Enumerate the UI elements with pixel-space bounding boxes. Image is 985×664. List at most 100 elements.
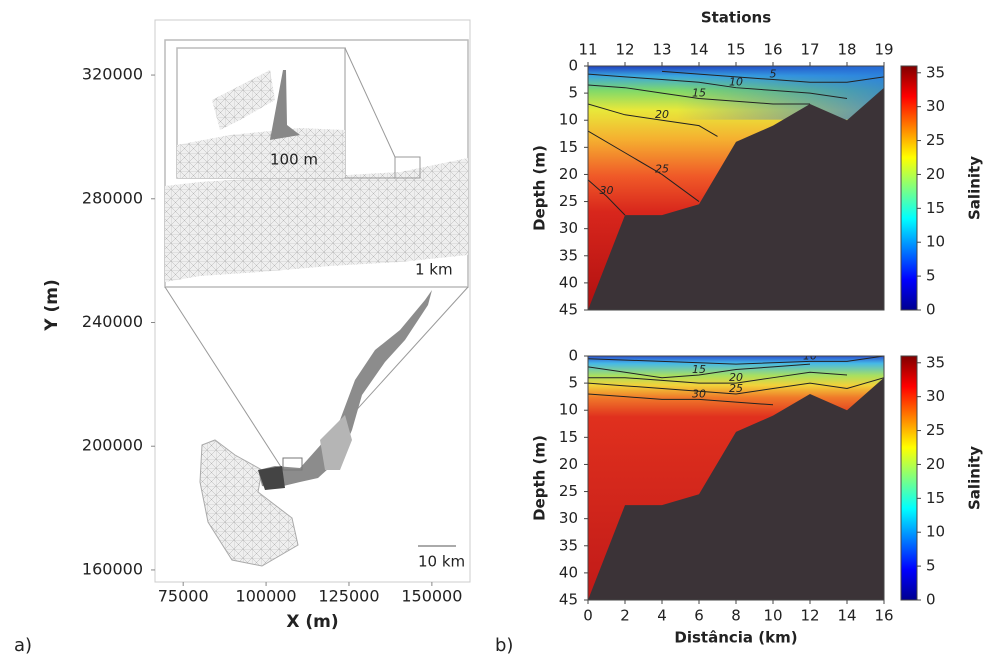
contour-line — [588, 103, 718, 137]
bathymetry — [588, 377, 884, 600]
contour-line — [588, 393, 774, 406]
contour-label: 15 — [692, 87, 706, 100]
station-label: 14 — [689, 41, 708, 59]
colorbar-tick-label: 5 — [926, 557, 936, 575]
scale-annotation: 10 km — [418, 553, 465, 571]
y-tick-label: 280000 — [82, 188, 143, 207]
x-axis-label: X (m) — [286, 612, 338, 632]
y-tick-label: 10 — [559, 111, 578, 129]
contour-line — [588, 84, 810, 105]
station-label: 11 — [578, 41, 597, 59]
contour-label: 5 — [770, 68, 777, 81]
colorbar-label: Salinity — [966, 446, 984, 510]
y-tick-label: 40 — [559, 563, 578, 581]
contour-line — [588, 73, 848, 100]
contour-line — [588, 377, 884, 395]
y-tick-label: 0 — [568, 347, 578, 365]
y-tick-label: 15 — [559, 428, 578, 446]
colorbar-tick-label: 30 — [926, 97, 945, 115]
contour-label: 20 — [729, 371, 743, 384]
colorbar-tick-label: 35 — [926, 353, 945, 371]
contour-label: 25 — [729, 382, 743, 395]
y-tick-label: 5 — [568, 374, 578, 392]
contour-label: 30 — [692, 387, 706, 400]
x-tick-label: 6 — [694, 607, 704, 625]
y-tick-label: 35 — [559, 536, 578, 554]
contour-label: 30 — [600, 184, 614, 197]
station-label: 17 — [800, 41, 819, 59]
station-label: 19 — [874, 41, 893, 59]
x-tick-label: 14 — [837, 607, 856, 625]
y-axis-label: Y (m) — [42, 279, 62, 331]
contour-label: 15 — [692, 363, 706, 376]
panel-label: b) — [495, 635, 513, 656]
map-art — [154, 19, 471, 583]
colorbar-tick-label: 5 — [926, 267, 936, 285]
x-tick-label: 4 — [657, 607, 667, 625]
contour-line — [588, 371, 848, 384]
colorbar-tick-label: 0 — [926, 591, 936, 609]
y-tick-label: 10 — [559, 401, 578, 419]
contour-line — [588, 179, 626, 216]
contour-line — [588, 363, 811, 379]
colorbar-tick-label: 10 — [926, 523, 945, 541]
contour-line — [588, 130, 700, 202]
y-tick-label: 0 — [568, 57, 578, 75]
zoom-box — [282, 457, 303, 471]
y-tick-label: 5 — [568, 84, 578, 102]
colorbar-tick-label: 25 — [926, 131, 945, 149]
x-tick-label: 12 — [800, 607, 819, 625]
y-tick-label: 35 — [559, 246, 578, 264]
panel-label: a) — [14, 635, 32, 656]
colorbar-tick-label: 30 — [926, 387, 945, 405]
colorbar — [900, 355, 918, 601]
y-tick-label: 45 — [559, 301, 578, 319]
station-label: 15 — [726, 41, 745, 59]
y-tick-label: 25 — [559, 482, 578, 500]
inset-mesh — [177, 128, 345, 178]
plots: 75000 100000 125000 15000016000020000024000… — [14, 9, 984, 657]
estuary — [258, 290, 432, 488]
inset-mesh — [212, 70, 275, 130]
contour-label: 10 — [803, 349, 817, 362]
contour-line — [588, 356, 884, 365]
colorbar-tick-label: 20 — [926, 455, 945, 473]
y-tick-label: 30 — [559, 219, 578, 237]
x-tick-label: 8 — [731, 607, 741, 625]
zoom-line — [344, 47, 396, 158]
colorbar — [900, 65, 918, 311]
station-label: 12 — [615, 41, 634, 59]
station-label: 16 — [763, 41, 782, 59]
x-tick-label: 10 — [763, 607, 782, 625]
colorbar-tick-label: 15 — [926, 199, 945, 217]
x-tick-label: 75000 — [158, 587, 209, 606]
colorbar-tick-label: 25 — [926, 421, 945, 439]
x-tick-label: 125000 — [318, 587, 379, 606]
station-label: 13 — [652, 41, 671, 59]
y-tick-label: 200000 — [82, 436, 143, 455]
x-tick-label: 16 — [874, 607, 893, 625]
colorbar-tick-label: 35 — [926, 63, 945, 81]
x-axis-label: Distância (km) — [674, 629, 797, 647]
y-tick-label: 30 — [559, 509, 578, 527]
colorbar-tick-label: 20 — [926, 165, 945, 183]
y-tick-label: 45 — [559, 591, 578, 609]
x-tick-label: 2 — [620, 607, 630, 625]
colorbar-label: Salinity — [966, 156, 984, 220]
y-tick-label: 15 — [559, 138, 578, 156]
inset-structure — [270, 70, 300, 140]
contour-label: 20 — [655, 108, 669, 121]
station-label: 18 — [837, 41, 856, 59]
colorbar-tick-label: 0 — [926, 301, 936, 319]
contour-label: 25 — [655, 162, 669, 175]
contour-label: 10 — [729, 76, 743, 89]
colorbar-tick-label: 10 — [926, 233, 945, 251]
top-axis-label: Stations — [701, 9, 771, 27]
plot-area: 5 10 15 20 25 30 — [588, 66, 884, 310]
y-tick-label: 320000 — [82, 65, 143, 84]
shelf-mesh — [199, 439, 299, 567]
scale-annotation: 100 m — [270, 151, 318, 169]
estuary-mouth — [258, 466, 285, 490]
